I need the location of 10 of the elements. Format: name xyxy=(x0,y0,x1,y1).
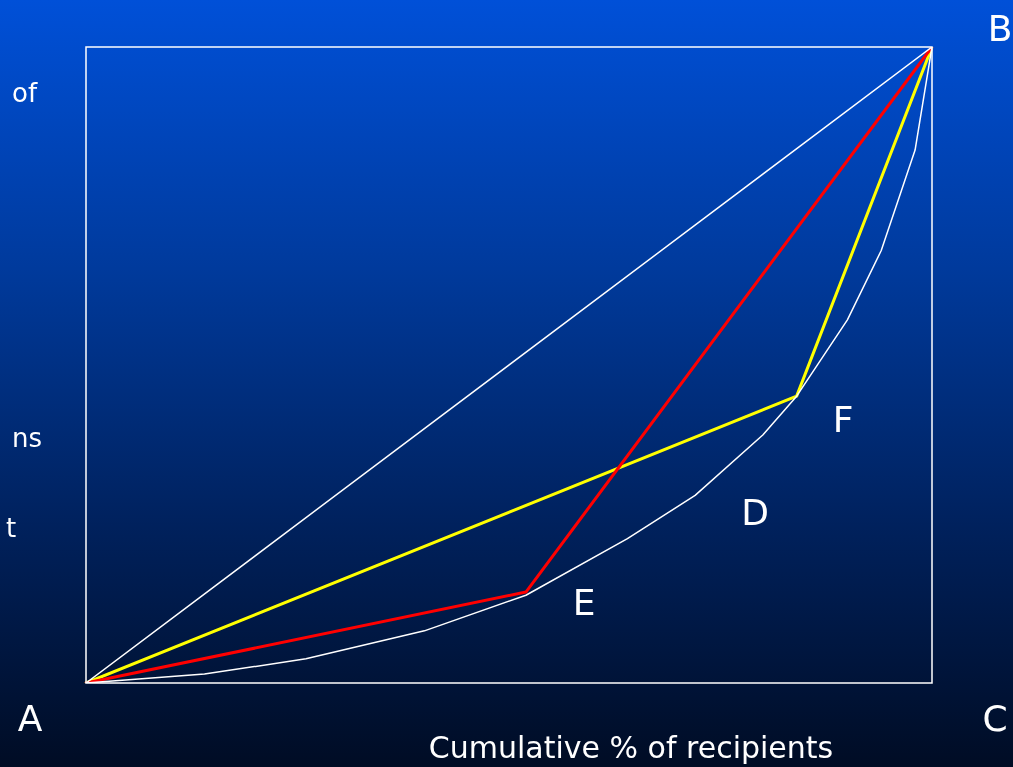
text: t xyxy=(6,512,17,543)
text: B xyxy=(987,8,1013,50)
text: A xyxy=(17,698,43,740)
annotation: E xyxy=(572,582,596,624)
x-axis-title: Cumulative % of recipients xyxy=(428,729,834,765)
text: C xyxy=(982,698,1008,740)
annotation: F xyxy=(832,399,854,441)
text: of xyxy=(12,77,38,108)
annotation: D xyxy=(741,492,769,534)
text: ns xyxy=(12,422,43,453)
